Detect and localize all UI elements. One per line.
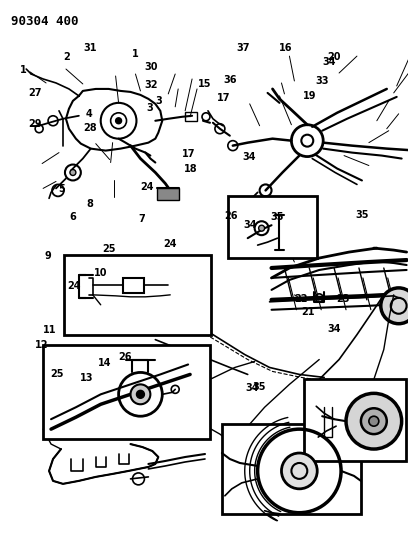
Text: 26: 26 <box>119 352 132 361</box>
Text: 15: 15 <box>198 79 211 89</box>
Bar <box>222 424 361 514</box>
Circle shape <box>381 288 409 324</box>
Circle shape <box>369 416 379 426</box>
Text: 12: 12 <box>35 340 49 350</box>
Text: 14: 14 <box>98 358 112 368</box>
Circle shape <box>116 118 121 124</box>
Text: 10: 10 <box>94 268 108 278</box>
Text: 7: 7 <box>138 214 145 224</box>
Text: 34: 34 <box>246 383 259 393</box>
Bar <box>185 112 197 121</box>
Text: 8: 8 <box>87 199 93 209</box>
Text: 4: 4 <box>85 109 92 119</box>
Text: 32: 32 <box>144 80 157 90</box>
Text: 24: 24 <box>67 281 81 291</box>
Circle shape <box>130 384 151 404</box>
Bar <box>157 188 179 200</box>
Text: 34: 34 <box>243 220 257 230</box>
Text: 25: 25 <box>51 369 64 378</box>
Text: 3: 3 <box>146 103 153 114</box>
Text: 17: 17 <box>217 93 231 103</box>
Text: 35: 35 <box>270 212 283 222</box>
Text: 19: 19 <box>303 91 317 101</box>
Bar <box>64 255 211 335</box>
Text: 23: 23 <box>336 294 349 304</box>
Text: 35: 35 <box>355 209 369 220</box>
Text: 26: 26 <box>224 211 238 221</box>
Circle shape <box>258 225 265 231</box>
Text: 16: 16 <box>279 43 292 53</box>
Text: 11: 11 <box>43 325 57 335</box>
Text: 34: 34 <box>323 57 336 67</box>
Circle shape <box>281 453 317 489</box>
Text: 35: 35 <box>253 382 266 392</box>
Bar <box>123 278 144 293</box>
Text: 6: 6 <box>69 212 76 222</box>
Text: 18: 18 <box>184 165 197 174</box>
Bar <box>228 196 317 258</box>
Text: 37: 37 <box>236 43 250 53</box>
Text: 2: 2 <box>63 52 70 62</box>
Text: 29: 29 <box>28 119 41 130</box>
Text: 33: 33 <box>316 76 329 86</box>
Text: 24: 24 <box>163 239 177 249</box>
Text: 30: 30 <box>144 62 157 72</box>
Text: 5: 5 <box>58 183 65 193</box>
Bar <box>304 379 406 461</box>
Text: 22: 22 <box>294 294 308 304</box>
Text: 36: 36 <box>223 75 236 85</box>
Text: 90304 400: 90304 400 <box>11 15 79 28</box>
Text: 28: 28 <box>83 123 97 133</box>
Circle shape <box>137 390 144 398</box>
Text: 17: 17 <box>182 149 196 159</box>
Circle shape <box>346 393 402 449</box>
Bar <box>43 345 210 439</box>
Text: 24: 24 <box>140 182 153 192</box>
Text: 13: 13 <box>80 373 93 383</box>
Text: 27: 27 <box>28 87 41 98</box>
Text: 21: 21 <box>301 306 315 317</box>
Text: 25: 25 <box>102 244 116 254</box>
Text: 1: 1 <box>132 50 139 59</box>
Circle shape <box>361 408 387 434</box>
Text: 34: 34 <box>327 324 340 334</box>
Text: 1: 1 <box>20 66 27 75</box>
Text: 34: 34 <box>243 152 256 162</box>
Text: 9: 9 <box>45 251 52 261</box>
Text: 20: 20 <box>328 52 341 61</box>
Text: 31: 31 <box>83 43 97 53</box>
Text: 3: 3 <box>156 96 162 106</box>
Circle shape <box>70 169 76 175</box>
